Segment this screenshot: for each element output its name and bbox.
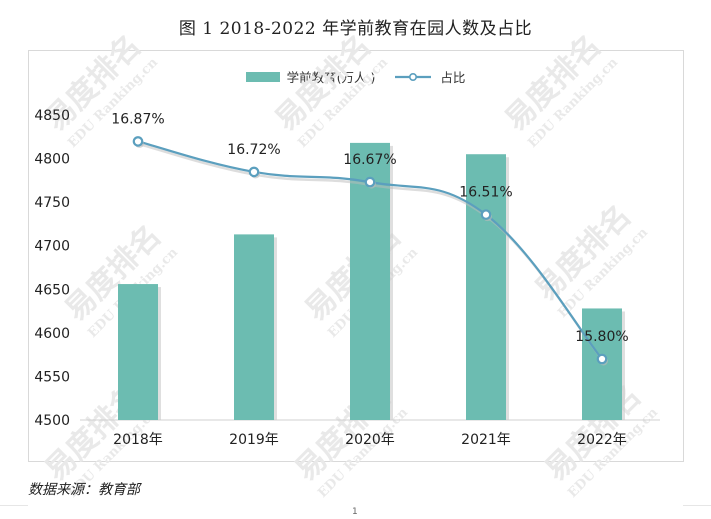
data-label: 16.51% [459, 185, 512, 201]
line-point [596, 353, 608, 365]
y-tick-label: 4750 [34, 195, 70, 211]
x-tick-label: 2022年 [577, 432, 627, 448]
legend-line-swatch [395, 72, 432, 81]
x-tick-label: 2019年 [229, 432, 279, 448]
line-point [364, 176, 376, 188]
y-tick-label: 4650 [34, 282, 70, 298]
bar [466, 154, 506, 420]
bar [118, 284, 158, 420]
x-tick-label: 2020年 [345, 432, 395, 448]
legend-bar-swatch [245, 71, 280, 82]
data-label: 16.87% [111, 111, 164, 127]
y-tick-label: 4850 [34, 108, 70, 124]
bar [234, 234, 274, 420]
legend-bar-label: 学前教育(万人 ) [286, 70, 376, 85]
legend-item-line: 占比 [393, 67, 465, 86]
line-series-path [137, 140, 603, 360]
y-tick-label: 4550 [34, 369, 70, 385]
y-tick-label: 4800 [34, 152, 70, 168]
x-tick-label: 2021年 [461, 432, 511, 448]
x-tick-label: 2018年 [113, 432, 163, 448]
page-number: 1 [352, 507, 358, 517]
page-divider-right [683, 505, 711, 506]
chart-legend: 学前教育(万人 ) 占比 [0, 67, 711, 86]
y-tick-label: 4500 [34, 413, 70, 429]
data-label: 16.72% [227, 142, 280, 158]
chart-title: 图 1 2018-2022 年学前教育在园人数及占比 [178, 19, 533, 39]
bar [350, 142, 390, 420]
page-divider-left [0, 505, 28, 506]
y-tick-label: 4700 [34, 239, 70, 255]
legend-item-bar: 学前教育(万人 ) [245, 67, 376, 86]
line-point [248, 166, 260, 178]
legend-line-label: 占比 [440, 70, 466, 85]
y-tick-label: 4600 [34, 326, 70, 342]
line-point [132, 136, 144, 147]
data-label: 15.80% [575, 329, 628, 345]
data-label: 16.67% [343, 152, 396, 168]
line-point [480, 209, 492, 220]
data-source-note: 数据来源：教育部 [28, 482, 140, 498]
